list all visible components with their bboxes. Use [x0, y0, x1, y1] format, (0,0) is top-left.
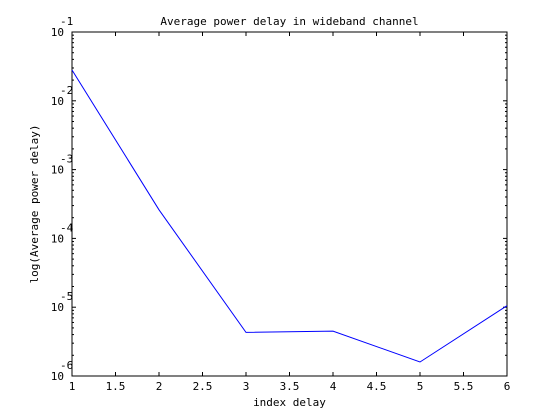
series-line [71, 69, 508, 363]
x-axis-label: index delay [253, 396, 326, 409]
y-tick-label-base: 10 [51, 26, 64, 39]
plot-area [71, 31, 508, 377]
y-tick-label-base: 10 [51, 301, 64, 314]
x-tick-label: 5.5 [454, 380, 474, 393]
y-tick-label-exponent: -5 [60, 290, 73, 303]
series-layer [71, 69, 508, 363]
y-tick-label-exponent: -2 [60, 84, 73, 97]
y-tick-label-base: 10 [51, 370, 64, 383]
x-tick-label: 5 [417, 380, 424, 393]
y-tick-label-exponent: -3 [60, 153, 73, 166]
y-axis-ticks: 10-110-210-310-410-510-6 [51, 15, 507, 383]
x-tick-label: 2.5 [193, 380, 213, 393]
y-tick-label-exponent: -6 [60, 359, 73, 372]
y-tick-label-exponent: -1 [60, 15, 73, 28]
y-tick-label-exponent: -4 [60, 221, 74, 234]
x-tick-label: 1.5 [106, 380, 126, 393]
x-tick-label: 6 [504, 380, 511, 393]
y-tick-label-base: 10 [51, 95, 64, 108]
x-tick-label: 2 [156, 380, 163, 393]
chart-title: Average power delay in wideband channel [160, 15, 418, 28]
x-tick-label: 4.5 [367, 380, 387, 393]
y-tick-label-base: 10 [51, 164, 64, 177]
y-axis-label: log(Average power delay) [28, 125, 41, 284]
x-tick-label: 1 [69, 380, 76, 393]
x-axis-ticks: 1 1.5 2 2.5 3 3.5 4 4.5 5 5.5 6 [69, 32, 511, 393]
x-tick-label: 3 [243, 380, 250, 393]
y-tick-label-base: 10 [51, 232, 64, 245]
x-tick-label: 3.5 [280, 380, 300, 393]
x-tick-label: 4 [330, 380, 337, 393]
